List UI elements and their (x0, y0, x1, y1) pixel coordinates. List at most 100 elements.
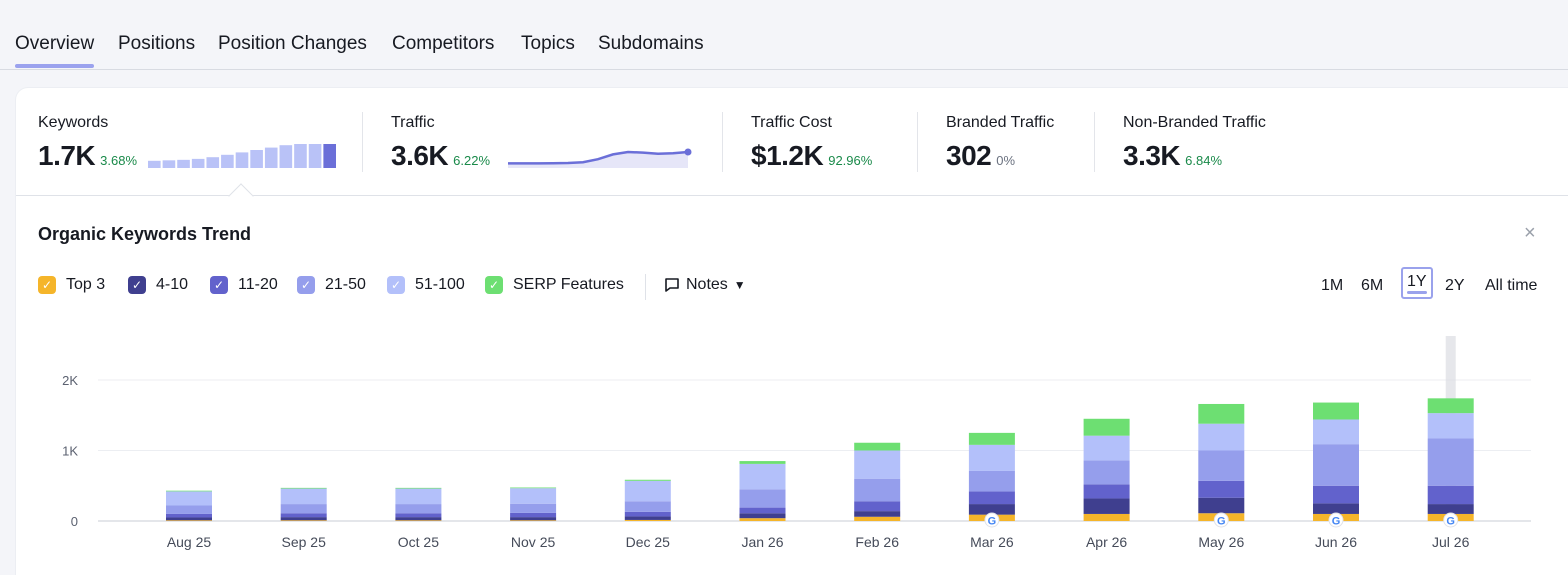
google-update-icon[interactable]: G (1443, 512, 1459, 528)
bar-segment[interactable] (1083, 498, 1130, 514)
bar-segment[interactable] (1313, 503, 1359, 514)
bar-segment[interactable] (510, 503, 557, 513)
legend-4-10[interactable]: ✓ 4-10 (128, 276, 188, 294)
bar-segment[interactable] (1427, 398, 1474, 414)
bar-segment[interactable] (624, 479, 671, 481)
notes-dropdown[interactable]: Notes ▼ (664, 276, 746, 294)
bar-segment[interactable] (854, 442, 901, 451)
bar-segment[interactable] (854, 450, 901, 479)
bar-segment[interactable] (1198, 497, 1245, 514)
legend-51-100[interactable]: ✓ 51-100 (387, 276, 465, 294)
tab-positions[interactable]: Positions (118, 33, 196, 54)
bar-segment[interactable] (1427, 485, 1474, 505)
bar-segment[interactable] (1198, 480, 1245, 498)
sparkline-bar (279, 145, 293, 168)
bar-segment[interactable] (280, 504, 327, 514)
legend-21-50[interactable]: ✓ 21-50 (297, 276, 366, 294)
bar-segment[interactable] (395, 488, 442, 505)
bar-segment[interactable] (166, 513, 212, 518)
bar-segment[interactable] (1198, 403, 1245, 424)
metric-traffic[interactable]: Traffic 3.6K 6.22% (391, 114, 490, 172)
tab-competitors[interactable]: Competitors (392, 33, 495, 54)
bar-segment[interactable] (1083, 484, 1130, 499)
metric-branded-traffic[interactable]: Branded Traffic 302 0% (946, 114, 1054, 172)
google-update-icon[interactable]: G (984, 512, 1000, 528)
bar-segment[interactable] (968, 491, 1015, 505)
bar-segment[interactable] (854, 511, 901, 517)
bar-segment[interactable] (395, 520, 442, 521)
bar-segment[interactable] (1083, 460, 1130, 485)
bar-segment[interactable] (395, 487, 442, 489)
bar-segment[interactable] (854, 516, 901, 521)
legend-11-20[interactable]: ✓ 11-20 (210, 276, 278, 294)
bar-segment[interactable] (280, 513, 327, 518)
tab-position-changes[interactable]: Position Changes (218, 33, 367, 54)
range-all-time[interactable]: All time (1485, 277, 1538, 294)
bar-segment[interactable] (280, 517, 327, 521)
bar-segment[interactable] (624, 519, 671, 521)
bar-segment[interactable] (395, 517, 442, 521)
bar-segment[interactable] (1313, 444, 1359, 486)
tab-overview[interactable]: Overview (15, 33, 95, 68)
bar-segment[interactable] (739, 513, 786, 519)
bar-segment[interactable] (624, 511, 671, 517)
bar-segment[interactable] (739, 518, 786, 521)
bar-segment[interactable] (739, 463, 786, 490)
bar-segment[interactable] (624, 480, 671, 502)
organic-keywords-chart: 0 1K 2K Aug 25 Sep 25 Oct 25 Nov 25 Dec 25 Jan 2… (62, 336, 1531, 550)
bar-segment[interactable] (1083, 418, 1130, 436)
bar-segment[interactable] (280, 488, 327, 505)
metric-keywords[interactable]: Keywords 1.7K 3.68% (38, 114, 137, 172)
bar-segment[interactable] (968, 432, 1015, 445)
tab-subdomains[interactable]: Subdomains (598, 33, 704, 54)
bar-segment[interactable] (395, 513, 442, 518)
tab-topics[interactable]: Topics (521, 33, 575, 54)
bar-segment[interactable] (510, 517, 557, 521)
bar-segment[interactable] (395, 504, 442, 514)
bar-segment[interactable] (1427, 438, 1474, 486)
legend-top-3[interactable]: ✓ Top 3 (38, 276, 105, 294)
range-1y[interactable]: 1Y (1401, 267, 1433, 299)
bar-segment[interactable] (624, 516, 671, 520)
range-1m[interactable]: 1M (1321, 277, 1344, 294)
bar-segment[interactable] (739, 489, 786, 508)
bar-segment[interactable] (510, 488, 557, 504)
bar-segment[interactable] (510, 512, 557, 518)
bar-segment[interactable] (968, 470, 1015, 492)
bar-segment[interactable] (166, 505, 212, 514)
metric-traffic-cost[interactable]: Traffic Cost $1.2K 92.96% (751, 114, 872, 172)
bar-segment[interactable] (1313, 419, 1359, 445)
bar-segment[interactable] (854, 478, 901, 502)
bar-segment[interactable] (968, 444, 1015, 471)
bar-segment[interactable] (1427, 413, 1474, 439)
google-update-icon[interactable]: G (1328, 512, 1344, 528)
legend-serp-features[interactable]: ✓ SERP Features (485, 276, 624, 294)
metric-label: Keywords (38, 114, 109, 131)
bar-segment[interactable] (166, 517, 212, 521)
bar-segment[interactable] (166, 491, 212, 506)
close-icon[interactable]: × (1524, 222, 1536, 244)
bar-segment[interactable] (854, 501, 901, 512)
bar-segment[interactable] (510, 520, 557, 521)
range-2y[interactable]: 2Y (1445, 277, 1465, 294)
bar-segment[interactable] (280, 520, 327, 521)
bar-segment[interactable] (968, 504, 1015, 515)
range-6m[interactable]: 6M (1361, 277, 1384, 294)
bar-segment[interactable] (280, 487, 327, 489)
bar-segment[interactable] (624, 501, 671, 512)
bar-segment[interactable] (739, 507, 786, 514)
bar-segment[interactable] (1198, 423, 1245, 451)
metric-non-branded-traffic[interactable]: Non-Branded Traffic 3.3K 6.84% (1123, 114, 1266, 172)
bar-segment[interactable] (1427, 504, 1474, 514)
trend-title: Organic Keywords Trend (38, 224, 252, 244)
google-update-icon[interactable]: G (1213, 512, 1229, 528)
bar-segment[interactable] (1083, 513, 1130, 521)
bar-segment[interactable] (1313, 485, 1359, 504)
bar-segment[interactable] (739, 461, 786, 464)
bar-segment[interactable] (510, 487, 557, 489)
bar-segment[interactable] (1198, 450, 1245, 481)
bar-segment[interactable] (1313, 402, 1359, 420)
bar-segment[interactable] (166, 490, 212, 492)
bar-segment[interactable] (166, 520, 212, 521)
bar-segment[interactable] (1083, 435, 1130, 461)
